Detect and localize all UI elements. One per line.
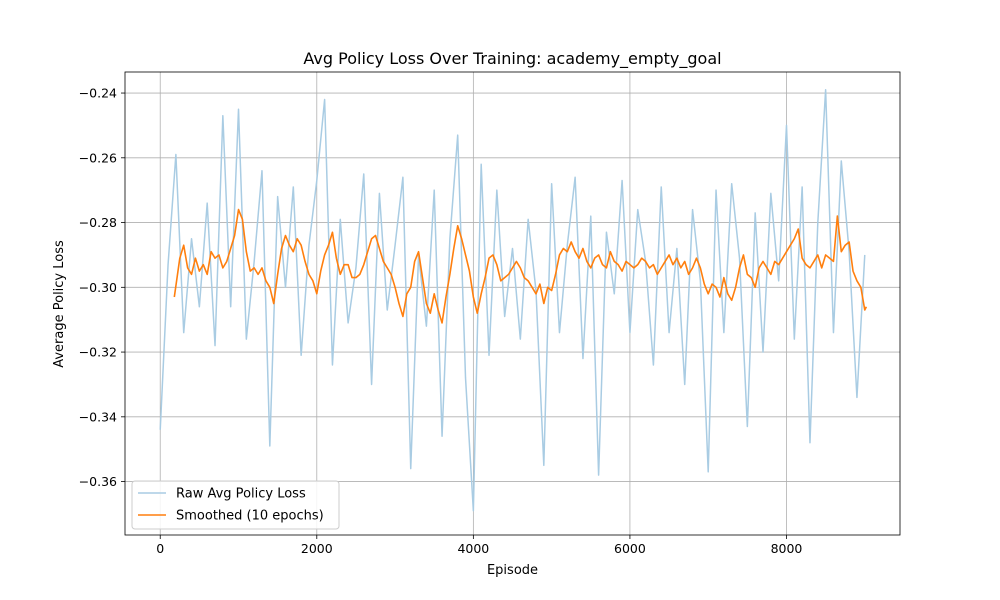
raw-loss-line: [159, 89, 866, 512]
axis-ticks: 0 2000 4000 6000 8000 −0.36 −0.34 −0.32 −0.30 −0.…: [79, 86, 803, 556]
x-tick-label: 8000: [771, 541, 803, 556]
y-tick-label: −0.30: [79, 280, 117, 295]
y-tick-label: −0.32: [79, 345, 117, 360]
grid-lines: [125, 72, 900, 535]
y-axis-label: Average Policy Loss: [52, 240, 67, 368]
smoothed-loss-line: [173, 208, 868, 324]
y-tick-label: −0.26: [79, 150, 117, 165]
y-tick-label: −0.28: [79, 215, 117, 230]
chart-title: Avg Policy Loss Over Training: academy_e…: [303, 49, 721, 69]
y-tick-label: −0.24: [79, 86, 117, 101]
legend-label-raw: Raw Avg Policy Loss: [176, 487, 306, 502]
plot-frame: [124, 71, 901, 536]
legend: Raw Avg Policy Loss Smoothed (10 epochs): [131, 480, 340, 530]
plot-series: [159, 89, 868, 512]
legend-box: [131, 480, 340, 530]
legend-label-smoothed: Smoothed (10 epochs): [176, 509, 324, 524]
x-axis-label: Episode: [487, 563, 538, 578]
y-tick-label: −0.36: [79, 474, 117, 489]
x-tick-label: 6000: [614, 541, 646, 556]
y-tick-label: −0.34: [79, 409, 117, 424]
x-tick-label: 0: [156, 541, 164, 556]
x-tick-label: 2000: [301, 541, 333, 556]
x-tick-label: 4000: [457, 541, 489, 556]
